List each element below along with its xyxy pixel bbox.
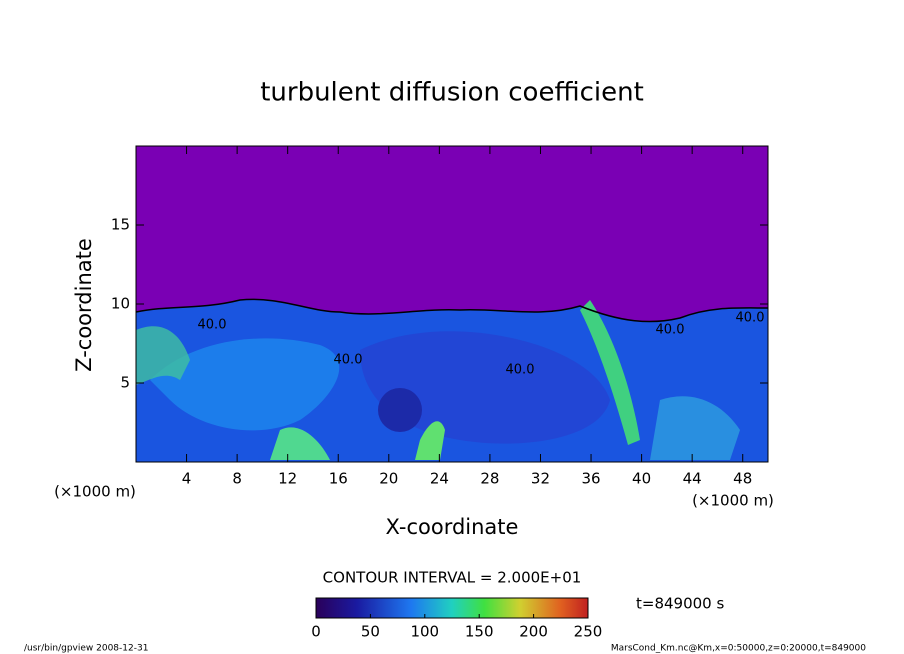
x-axis-label: X-coordinate [386,515,519,539]
x-tick-label: 40 [632,470,651,488]
plume [270,427,330,460]
x-tick-label: 44 [683,470,702,488]
x-tick-label: 16 [329,470,348,488]
x-tick-label: 28 [480,470,499,488]
contour-label: 40.0 [334,353,363,368]
x-tick-label: 12 [278,470,297,488]
x-tick-label: 20 [379,470,398,488]
y-tick-label: 15 [111,216,130,234]
contour-label: 40.0 [198,318,227,333]
plume [136,326,190,385]
colorbar-tick-label: 100 [410,623,439,641]
plume [415,421,445,460]
colorbar [315,597,589,619]
y-unit-label: (×1000 m) [54,483,136,501]
contour-field [136,146,768,462]
colorbar-tick-label: 150 [465,623,494,641]
colorbar-tick-label: 250 [574,623,603,641]
x-unit-label: (×1000 m) [692,492,774,510]
x-tick-label: 32 [531,470,550,488]
plume [580,300,640,445]
x-tick-label: 48 [733,470,752,488]
chart-title: turbulent diffusion coefficient [260,78,644,108]
y-tick-label: 10 [111,295,130,313]
x-tick-label: 8 [232,470,242,488]
x-tick-label: 4 [182,470,192,488]
x-tick-label: 24 [430,470,449,488]
eddy [360,331,610,444]
colorbar-tick-label: 0 [311,623,321,641]
footer-left: /usr/bin/gpview 2008-12-31 [24,644,148,654]
contour-line [136,298,768,323]
eddy [650,396,740,460]
x-tick-label: 36 [581,470,600,488]
contour-interval: CONTOUR INTERVAL = 2.000E+01 [323,569,582,587]
contour-label: 40.0 [656,323,685,338]
y-axis-label: Z-coordinate [72,238,96,372]
contour-label: 40.0 [736,311,765,326]
contour-label: 40.0 [506,363,535,378]
colorbar-tick-label: 200 [519,623,548,641]
eddy-core [378,388,422,432]
eddy [150,338,340,431]
colorbar-tick-label: 50 [361,623,380,641]
footer-right: MarsCond_Km.nc@Km,x=0:50000,z=0:20000,t=… [611,644,866,654]
time-label: t=849000 s [636,595,724,613]
y-tick-label: 5 [120,374,130,392]
